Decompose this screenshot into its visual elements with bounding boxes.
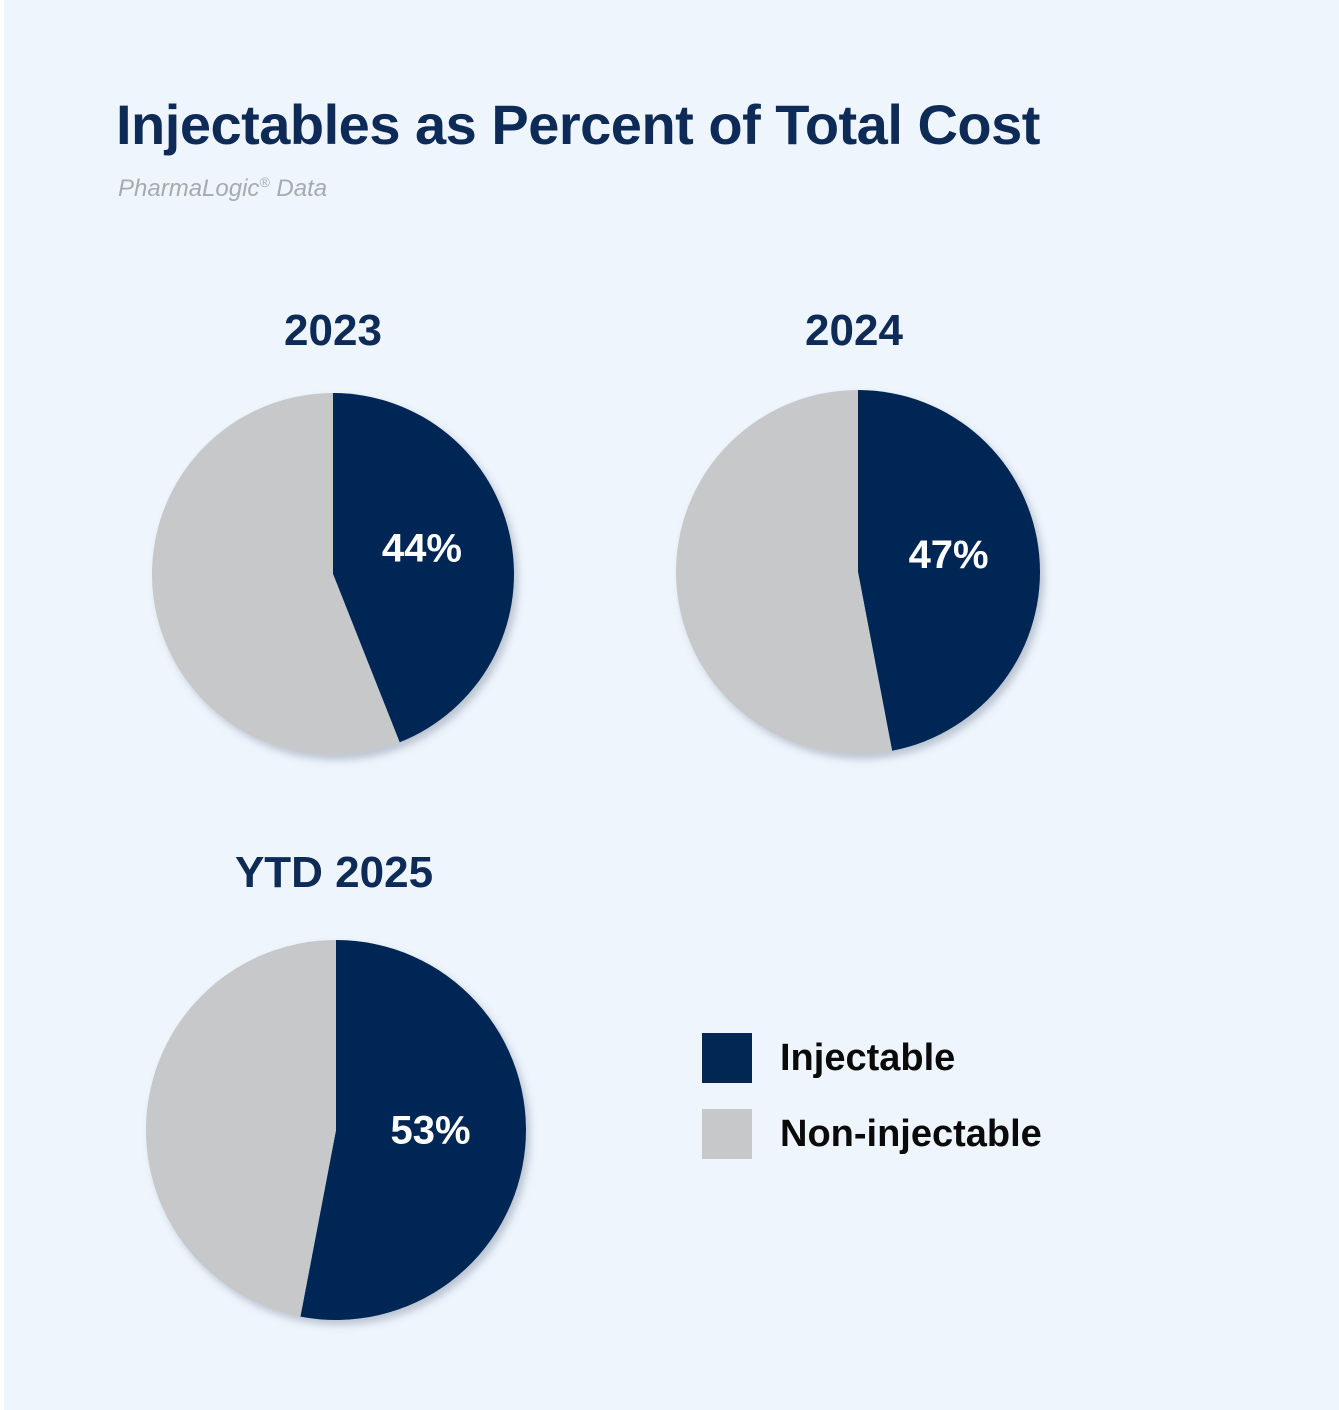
pie-slice-injectable — [858, 390, 1041, 751]
data-label-injectable: 53% — [391, 1109, 471, 1153]
pie-chart-2024: 47% — [676, 390, 1041, 754]
legend-item-injectable: Injectable — [702, 1032, 1042, 1084]
pie-title-2023: 2023 — [284, 306, 382, 355]
legend-item-non-injectable: Non-injectable — [702, 1108, 1042, 1160]
pie-slice-non-injectable — [676, 390, 893, 754]
legend-label-injectable: Injectable — [780, 1036, 956, 1079]
pie-slice-non-injectable — [152, 393, 400, 755]
pie-slice-non-injectable — [146, 940, 336, 1317]
pie-slices — [152, 393, 515, 755]
subtitle-tail: Data — [269, 175, 328, 202]
pie-title-2024: 2024 — [805, 306, 903, 355]
pie-chart-ytd-2025: 53% — [146, 940, 527, 1320]
pie-slices — [146, 940, 527, 1320]
data-label-injectable: 47% — [909, 533, 989, 577]
subtitle-brand: PharmaLogic — [118, 175, 260, 202]
legend-swatch-injectable — [702, 1033, 752, 1083]
data-label-injectable: 44% — [382, 527, 462, 571]
legend-swatch-non-injectable — [702, 1109, 752, 1159]
pie-title-ytd-2025: YTD 2025 — [234, 848, 434, 897]
legend: Injectable Non-injectable — [702, 1032, 1042, 1184]
pie-slice-injectable — [300, 940, 527, 1320]
pie-slices — [676, 390, 1041, 754]
legend-label-non-injectable: Non-injectable — [780, 1112, 1042, 1155]
pie-slice-injectable — [333, 393, 515, 743]
registered-mark: ® — [259, 174, 270, 190]
chart-subtitle: PharmaLogic® Data — [118, 174, 327, 203]
pie-chart-2023: 44% — [152, 393, 515, 755]
chart-title: Injectables as Percent of Total Cost — [116, 93, 1040, 156]
